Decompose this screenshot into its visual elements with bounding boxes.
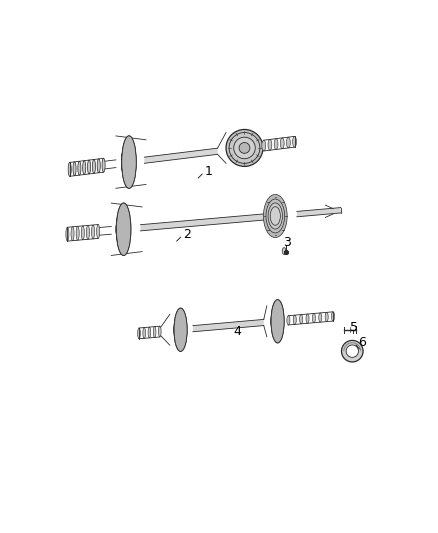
Text: 4: 4: [233, 326, 241, 338]
Ellipse shape: [71, 227, 74, 241]
Ellipse shape: [271, 303, 282, 340]
Ellipse shape: [271, 306, 280, 337]
Ellipse shape: [121, 147, 130, 177]
Ellipse shape: [293, 315, 296, 325]
Ellipse shape: [234, 137, 255, 159]
Ellipse shape: [274, 139, 278, 149]
Ellipse shape: [88, 160, 91, 174]
Text: 6: 6: [358, 336, 366, 349]
Ellipse shape: [83, 160, 86, 174]
Ellipse shape: [174, 321, 179, 338]
Ellipse shape: [68, 163, 71, 176]
Ellipse shape: [121, 149, 129, 175]
Polygon shape: [193, 319, 264, 332]
Ellipse shape: [268, 140, 272, 150]
Ellipse shape: [117, 207, 129, 252]
Ellipse shape: [282, 248, 286, 255]
Ellipse shape: [342, 341, 363, 362]
Text: 3: 3: [283, 236, 291, 249]
Ellipse shape: [116, 219, 122, 240]
Ellipse shape: [280, 138, 284, 149]
Ellipse shape: [174, 311, 185, 348]
Ellipse shape: [306, 314, 309, 324]
Ellipse shape: [293, 136, 297, 147]
Ellipse shape: [153, 327, 156, 337]
Ellipse shape: [117, 203, 131, 255]
Ellipse shape: [270, 207, 280, 225]
Ellipse shape: [116, 211, 127, 248]
Ellipse shape: [271, 308, 279, 334]
Ellipse shape: [159, 326, 161, 337]
Ellipse shape: [174, 314, 184, 345]
Ellipse shape: [148, 327, 151, 338]
Ellipse shape: [271, 300, 284, 343]
Ellipse shape: [239, 142, 250, 154]
Ellipse shape: [92, 159, 95, 173]
Ellipse shape: [271, 313, 276, 330]
Ellipse shape: [81, 226, 85, 240]
Ellipse shape: [287, 316, 290, 325]
Ellipse shape: [97, 159, 100, 173]
Ellipse shape: [325, 312, 328, 321]
Ellipse shape: [122, 140, 134, 184]
Ellipse shape: [76, 227, 79, 240]
Polygon shape: [297, 207, 341, 217]
Text: 2: 2: [183, 229, 191, 241]
Ellipse shape: [138, 328, 140, 339]
Ellipse shape: [266, 199, 285, 233]
Ellipse shape: [300, 314, 303, 324]
Ellipse shape: [122, 143, 132, 181]
Ellipse shape: [174, 317, 182, 343]
Ellipse shape: [174, 319, 180, 341]
Ellipse shape: [66, 227, 69, 241]
Ellipse shape: [346, 345, 358, 357]
Ellipse shape: [97, 224, 100, 238]
Ellipse shape: [102, 158, 105, 172]
Ellipse shape: [143, 328, 145, 338]
Ellipse shape: [174, 308, 187, 351]
Ellipse shape: [319, 313, 322, 322]
Ellipse shape: [263, 195, 287, 238]
Ellipse shape: [116, 216, 123, 243]
Ellipse shape: [286, 137, 290, 148]
Ellipse shape: [78, 161, 81, 175]
Text: 1: 1: [205, 165, 212, 178]
Polygon shape: [145, 148, 218, 163]
Ellipse shape: [116, 214, 124, 245]
Ellipse shape: [268, 203, 283, 229]
Ellipse shape: [332, 312, 335, 321]
Ellipse shape: [86, 225, 89, 239]
Ellipse shape: [226, 130, 263, 166]
Ellipse shape: [229, 133, 260, 163]
Ellipse shape: [122, 136, 136, 188]
Ellipse shape: [73, 162, 76, 176]
Ellipse shape: [121, 151, 127, 173]
Ellipse shape: [271, 311, 278, 332]
Ellipse shape: [262, 140, 266, 151]
Polygon shape: [141, 214, 268, 231]
Text: 5: 5: [350, 321, 358, 334]
Ellipse shape: [92, 225, 95, 239]
Ellipse shape: [312, 313, 315, 322]
